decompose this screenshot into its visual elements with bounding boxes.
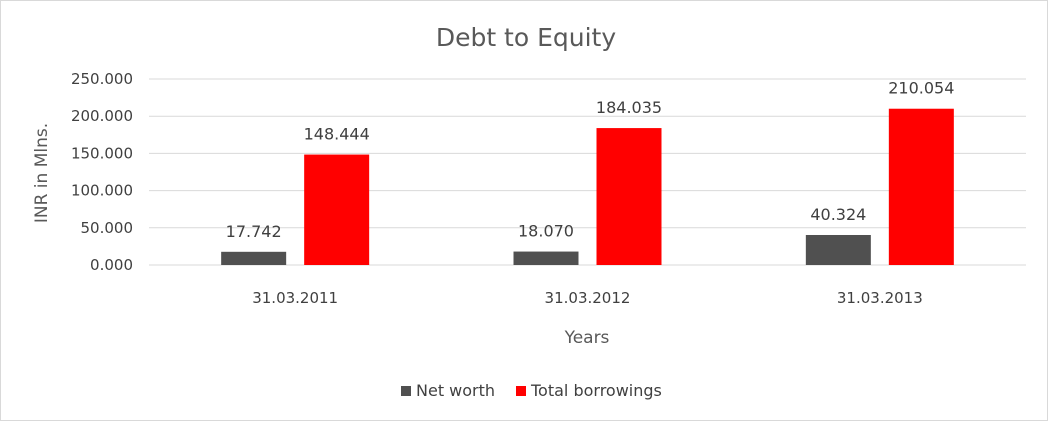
y-tick-label: 50.000	[81, 219, 134, 237]
data-label: 210.054	[888, 79, 954, 98]
legend-label-net-worth: Net worth	[416, 381, 495, 400]
data-label: 18.070	[518, 222, 574, 241]
x-tick-label: 31.03.2013	[837, 289, 923, 307]
legend-swatch-net-worth	[401, 386, 411, 396]
x-axis-title: Years	[564, 328, 610, 348]
y-tick-label: 0.000	[90, 256, 133, 274]
data-labels-layer: 17.742 148.444 18.070 184.035 40.324 210.054	[226, 79, 955, 241]
bar-total-borrowings	[596, 128, 662, 265]
bar-total-borrowings	[888, 108, 954, 266]
bar-net-worth	[805, 234, 871, 265]
y-tick-label: 150.000	[71, 144, 133, 162]
chart-title: Debt to Equity	[436, 23, 617, 52]
legend-swatch-total-borrowings	[516, 386, 526, 396]
bar-net-worth	[221, 251, 287, 265]
data-label: 17.742	[226, 222, 282, 241]
y-tick-label: 100.000	[71, 182, 133, 200]
data-label: 148.444	[304, 125, 370, 144]
legend: Net worth Total borrowings	[401, 381, 662, 400]
legend-label-total-borrowings: Total borrowings	[530, 381, 662, 400]
x-tick-label: 31.03.2012	[545, 289, 631, 307]
grid-layer	[149, 78, 1026, 266]
y-tick-label: 250.000	[71, 70, 133, 88]
bars-layer	[221, 108, 954, 266]
bar-net-worth	[513, 251, 579, 265]
y-axis-ticks: 0.000 50.000 100.000 150.000 200.000 250.000	[71, 70, 133, 274]
y-axis-title: INR in Mlns.	[32, 123, 52, 223]
data-label: 184.035	[596, 98, 662, 117]
bar-total-borrowings	[304, 154, 370, 265]
x-tick-label: 31.03.2011	[252, 289, 338, 307]
data-label: 40.324	[810, 205, 866, 224]
x-axis-ticks: 31.03.2011 31.03.2012 31.03.2013	[252, 289, 923, 307]
y-tick-label: 200.000	[71, 107, 133, 125]
